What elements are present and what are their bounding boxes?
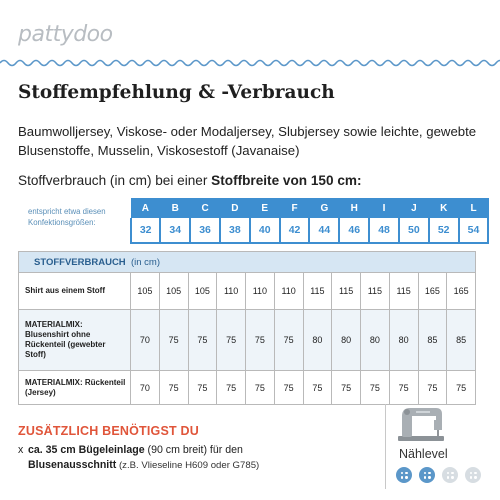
list-marker: x (18, 444, 24, 456)
size-letter: E (249, 198, 281, 218)
table-cell: 75 (302, 370, 333, 405)
size-number: 32 (129, 218, 161, 243)
size-letter: K (428, 198, 460, 218)
size-number: 42 (278, 218, 310, 243)
sewing-level-label: Nählevel (399, 447, 448, 461)
table-cell: 110 (216, 272, 246, 310)
button-icon (465, 467, 481, 483)
usage-emphasis: Stoffbreite von 150 cm: (211, 173, 362, 188)
size-note: entspricht etwa diesen Konfektionsgrößen… (28, 207, 106, 227)
size-number: 48 (368, 218, 399, 243)
table-header-unit: (in cm) (130, 256, 160, 268)
table-cell: 75 (360, 370, 390, 405)
row-label: Shirt aus einem Stoff (18, 272, 131, 310)
usage-prefix: Stoffverbrauch (in cm) bei einer (18, 173, 212, 188)
size-letter: I (369, 198, 400, 218)
table-cell: 75 (158, 370, 189, 405)
size-letter: F (279, 198, 310, 218)
fabric-recommendation: Baumwolljersey, Viskose- oder Modaljerse… (18, 124, 477, 158)
table-cell: 75 (417, 370, 448, 405)
table-cell: 75 (446, 370, 476, 405)
button-icon (442, 467, 458, 483)
table-cell: 75 (216, 309, 246, 371)
table-cell: 70 (130, 309, 160, 371)
row-label: MATERIALMIX: Blusenshirt ohne Rückenteil… (18, 309, 131, 371)
extra-material-item: x ca. 35 cm Bügeleinlage (90 cm breit) fü… (18, 443, 368, 473)
size-grid: A B C D E F G H I J K L 32 34 36 38 40 4… (129, 198, 490, 244)
size-letter-row: A B C D E F G H I J K L (131, 198, 489, 218)
table-cell: 75 (273, 309, 304, 371)
table-cell: 115 (388, 272, 419, 310)
size-number: 44 (308, 218, 340, 243)
brand-logo: pattydoo (18, 22, 113, 47)
page-title: Stoffempfehlung & -Verbrauch (18, 82, 335, 103)
extra-amount-note: (90 cm breit) für den (144, 444, 243, 456)
table-row: Shirt aus einem Stoff 105 105 105 110 11… (18, 272, 476, 310)
table-cell: 75 (388, 370, 419, 405)
size-letter: B (160, 198, 191, 218)
size-number: 38 (218, 218, 250, 243)
table-cell: 80 (360, 309, 390, 371)
size-number: 46 (338, 218, 370, 243)
table-cell: 165 (417, 272, 448, 310)
table-cell: 75 (245, 370, 275, 405)
table-cell: 80 (331, 309, 361, 371)
table-cell: 75 (187, 370, 218, 405)
row-label: MATERIALMIX: Rückenteil (Jersey) (18, 370, 131, 405)
size-number-row: 32 34 36 38 40 42 44 46 48 50 52 54 (129, 218, 490, 243)
fabric-usage-table: STOFFVERBRAUCH (in cm) Shirt aus einem S… (18, 251, 476, 405)
size-letter: J (398, 198, 430, 218)
size-number: 52 (427, 218, 459, 243)
extra-amount: ca. 35 cm Bügeleinlage (28, 444, 145, 456)
table-cell: 105 (158, 272, 189, 310)
table-cell: 115 (302, 272, 333, 310)
size-number: 40 (248, 218, 280, 243)
sewing-level-indicator (396, 467, 481, 483)
table-cell: 75 (216, 370, 246, 405)
size-letter: D (219, 198, 251, 218)
table-header-title: STOFFVERBRAUCH (34, 256, 126, 268)
table-cell: 115 (331, 272, 361, 310)
extra-purpose-note: (z.B. Vlieseline H609 oder G785) (116, 460, 260, 471)
table-cell: 85 (446, 309, 476, 371)
table-cell: 85 (417, 309, 448, 371)
size-letter: A (131, 198, 161, 218)
table-row: MATERIALMIX: Blusenshirt ohne Rückenteil… (18, 309, 476, 371)
size-letter: L (458, 198, 489, 218)
table-cell: 80 (388, 309, 419, 371)
table-cell: 110 (273, 272, 304, 310)
size-letter: C (190, 198, 221, 218)
table-cell: 105 (130, 272, 160, 310)
size-number: 54 (457, 218, 490, 243)
size-number: 50 (397, 218, 429, 243)
wave-divider (0, 59, 500, 67)
table-cell: 75 (245, 309, 275, 371)
table-cell: 75 (273, 370, 304, 405)
fabric-usage-line: Stoffverbrauch (in cm) bei einer Stoffbr… (18, 173, 362, 188)
table-cell: 75 (187, 309, 218, 371)
size-letter: G (309, 198, 340, 218)
table-cell: 105 (187, 272, 218, 310)
table-cell: 115 (360, 272, 390, 310)
button-icon (396, 467, 412, 483)
extra-materials-title: ZUSÄTZLICH BENÖTIGST DU (18, 424, 199, 438)
section-divider (385, 404, 386, 489)
button-icon (419, 467, 435, 483)
table-cell: 75 (158, 309, 189, 371)
table-cell: 70 (130, 370, 160, 405)
table-header-cell: STOFFVERBRAUCH (in cm) (18, 251, 476, 273)
extra-purpose: Blusenausschnitt (28, 459, 117, 471)
table-cell: 165 (446, 272, 476, 310)
extra-purpose-line: Blusenausschnitt (z.B. Vlieseline H609 o… (18, 458, 368, 473)
table-cell: 110 (245, 272, 275, 310)
size-letter: H (339, 198, 370, 218)
table-row: MATERIALMIX: Rückenteil (Jersey) 70 75 7… (18, 370, 476, 405)
table-cell: 75 (331, 370, 361, 405)
size-number: 34 (159, 218, 191, 243)
table-header: STOFFVERBRAUCH (in cm) (18, 251, 476, 273)
table-cell: 80 (302, 309, 333, 371)
size-number: 36 (189, 218, 220, 243)
sewing-machine-icon (398, 408, 444, 441)
